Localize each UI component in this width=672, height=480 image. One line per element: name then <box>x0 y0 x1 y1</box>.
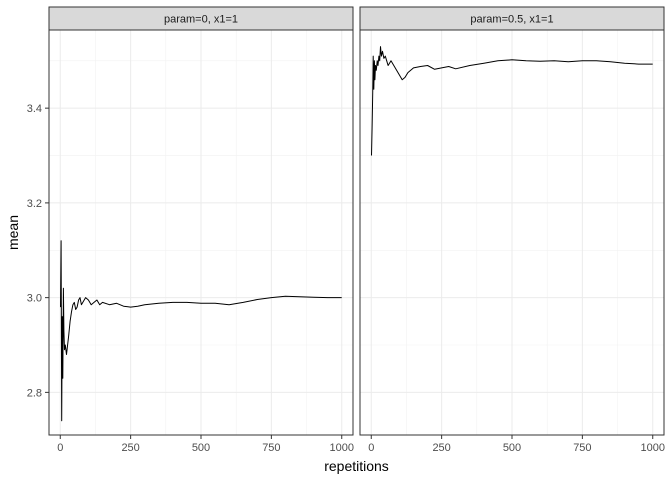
x-tick-label: 750 <box>573 442 591 454</box>
facet-strip <box>48 6 354 31</box>
y-tick-label: 3.0 <box>27 293 42 305</box>
series-line <box>60 240 342 422</box>
x-axis-title: repetitions <box>324 458 389 474</box>
x-tick-label: 500 <box>192 442 210 454</box>
y-tick-label: 2.8 <box>27 387 42 399</box>
y-axis-title: mean <box>5 215 21 250</box>
x-tick-label: 0 <box>57 442 63 454</box>
x-tick-label: 0 <box>368 442 374 454</box>
y-tick-label: 3.2 <box>27 198 42 210</box>
x-tick-label: 750 <box>262 442 280 454</box>
y-tick-label: 3.4 <box>27 103 42 115</box>
facet-strip-label: param=0.5, x1=1 <box>470 14 553 26</box>
x-tick-label: 250 <box>121 442 139 454</box>
x-tick-label: 500 <box>503 442 521 454</box>
x-tick-label: 1000 <box>640 442 664 454</box>
facet-strip <box>359 6 665 31</box>
x-tick-label: 1000 <box>329 442 353 454</box>
facet-strip-label: param=0, x1=1 <box>164 14 238 26</box>
x-tick-label: 250 <box>432 442 450 454</box>
series-line <box>371 46 653 156</box>
